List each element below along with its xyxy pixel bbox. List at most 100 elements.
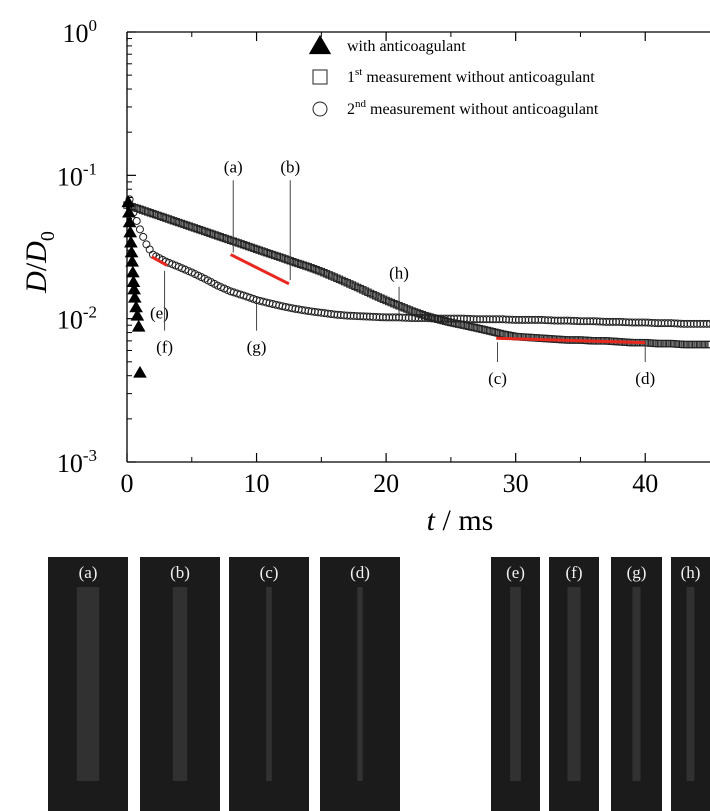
data-point-square bbox=[239, 241, 248, 249]
data-point-square bbox=[353, 283, 362, 292]
data-point-square bbox=[315, 266, 323, 275]
annotation-label: (f) bbox=[156, 338, 173, 357]
data-point-circle bbox=[459, 314, 468, 323]
data-point-square bbox=[320, 268, 328, 277]
data-point-circle bbox=[650, 319, 659, 328]
data-point-square bbox=[136, 205, 144, 213]
plot-area bbox=[127, 32, 710, 462]
data-point-square bbox=[258, 247, 266, 255]
photo-panel: (b) bbox=[140, 557, 220, 811]
data-point-circle bbox=[706, 319, 710, 328]
data-point-circle bbox=[139, 232, 148, 241]
data-point-square bbox=[164, 215, 173, 223]
data-point-square bbox=[317, 267, 326, 276]
data-point-square bbox=[216, 233, 224, 241]
data-point-square bbox=[392, 301, 401, 309]
data-point-square bbox=[493, 329, 502, 337]
data-point-circle bbox=[501, 315, 510, 324]
data-point-square bbox=[185, 222, 193, 230]
data-point-square bbox=[138, 206, 147, 214]
data-point-circle bbox=[463, 314, 472, 323]
data-point-circle bbox=[378, 313, 387, 322]
data-point-square bbox=[333, 274, 341, 282]
data-point-square bbox=[265, 249, 274, 258]
data-point-circle bbox=[540, 316, 549, 325]
photo-panel: (h) bbox=[671, 557, 710, 811]
data-point-square bbox=[366, 289, 375, 298]
data-point-circle bbox=[654, 319, 663, 328]
data-point-circle bbox=[566, 316, 575, 325]
data-point-square bbox=[454, 320, 463, 328]
photo-label: (g) bbox=[626, 563, 647, 582]
data-point-square bbox=[151, 210, 160, 219]
data-point-square bbox=[281, 255, 289, 263]
x-axis-title: t / ms bbox=[427, 504, 494, 537]
data-point-circle bbox=[563, 316, 572, 325]
legend-label: 1st measurement without anticoagulant bbox=[347, 66, 595, 86]
legend-label: with anticoagulant bbox=[347, 38, 466, 55]
data-point-circle bbox=[385, 313, 394, 322]
data-point-square bbox=[299, 261, 307, 269]
data-point-square bbox=[486, 327, 494, 335]
data-point-square bbox=[356, 284, 364, 293]
data-point-square bbox=[478, 325, 486, 333]
data-point-square bbox=[213, 232, 222, 240]
x-tick-label: 20 bbox=[373, 469, 399, 498]
data-point-circle bbox=[699, 319, 708, 328]
data-point-circle bbox=[637, 318, 646, 327]
data-point-square bbox=[149, 209, 157, 218]
photo-label: (d) bbox=[350, 563, 370, 582]
data-point-circle bbox=[608, 317, 617, 326]
fit-line bbox=[150, 255, 168, 267]
data-point-square bbox=[302, 262, 310, 270]
data-point-square bbox=[159, 213, 167, 221]
data-point-square bbox=[322, 270, 331, 278]
data-point-circle bbox=[524, 315, 533, 324]
data-point-square bbox=[465, 322, 473, 331]
data-point-circle bbox=[514, 315, 523, 324]
data-point-square bbox=[309, 265, 318, 273]
data-point-square bbox=[346, 280, 354, 288]
data-point-square bbox=[327, 272, 336, 280]
data-point-circle bbox=[657, 319, 666, 328]
data-point-circle bbox=[443, 314, 452, 323]
data-point-square bbox=[206, 229, 214, 237]
x-tick-label: 40 bbox=[632, 469, 658, 498]
data-point-square bbox=[413, 309, 421, 317]
data-point-square bbox=[405, 306, 414, 314]
data-point-circle bbox=[135, 225, 144, 234]
data-point-circle bbox=[667, 319, 676, 328]
data-point-square bbox=[177, 219, 186, 228]
data-point-square bbox=[167, 216, 175, 224]
data-point-square bbox=[449, 319, 458, 327]
data-point-square bbox=[203, 228, 212, 237]
data-point-circle bbox=[599, 317, 608, 326]
photo-label: (c) bbox=[259, 563, 279, 582]
data-point-square bbox=[452, 319, 460, 328]
fit-line bbox=[229, 253, 290, 286]
annotation-label: (g) bbox=[247, 338, 267, 357]
data-point-circle bbox=[573, 317, 582, 326]
data-point-square bbox=[291, 258, 300, 267]
data-point-square bbox=[268, 250, 276, 259]
plot-background bbox=[127, 32, 710, 462]
data-point-circle bbox=[560, 316, 569, 325]
data-point-square bbox=[232, 238, 240, 246]
photo-label: (a) bbox=[78, 563, 98, 582]
data-point-circle bbox=[433, 314, 442, 323]
data-point-square bbox=[255, 246, 263, 254]
data-point-square bbox=[369, 290, 377, 299]
data-point-square bbox=[144, 208, 152, 216]
data-point-circle bbox=[673, 319, 682, 328]
data-point-square bbox=[154, 211, 162, 220]
data-point-square bbox=[263, 249, 271, 257]
data-point-circle bbox=[453, 314, 462, 323]
data-point-square bbox=[162, 214, 170, 222]
data-point-square bbox=[242, 241, 250, 250]
data-point-circle bbox=[349, 311, 358, 320]
data-point-circle bbox=[537, 315, 546, 324]
data-point-square bbox=[193, 225, 201, 233]
data-point-square bbox=[289, 258, 297, 266]
data-point-circle bbox=[482, 315, 491, 324]
data-point-square bbox=[208, 230, 217, 238]
